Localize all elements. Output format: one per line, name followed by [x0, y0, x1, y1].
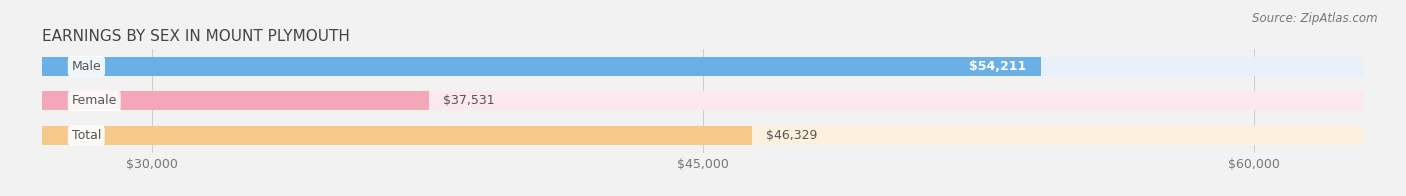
Text: $37,531: $37,531: [443, 94, 495, 107]
Text: EARNINGS BY SEX IN MOUNT PLYMOUTH: EARNINGS BY SEX IN MOUNT PLYMOUTH: [42, 29, 350, 44]
Text: $46,329: $46,329: [766, 129, 818, 142]
Text: Male: Male: [72, 60, 101, 73]
Bar: [42, 57, 1364, 76]
Text: Source: ZipAtlas.com: Source: ZipAtlas.com: [1253, 12, 1378, 25]
Text: $54,211: $54,211: [969, 60, 1026, 73]
Text: Total: Total: [72, 129, 101, 142]
Bar: [42, 126, 1364, 145]
Bar: [42, 126, 752, 145]
Bar: [42, 57, 1042, 76]
Text: Female: Female: [72, 94, 117, 107]
Bar: [42, 91, 1364, 111]
Bar: [42, 91, 429, 111]
